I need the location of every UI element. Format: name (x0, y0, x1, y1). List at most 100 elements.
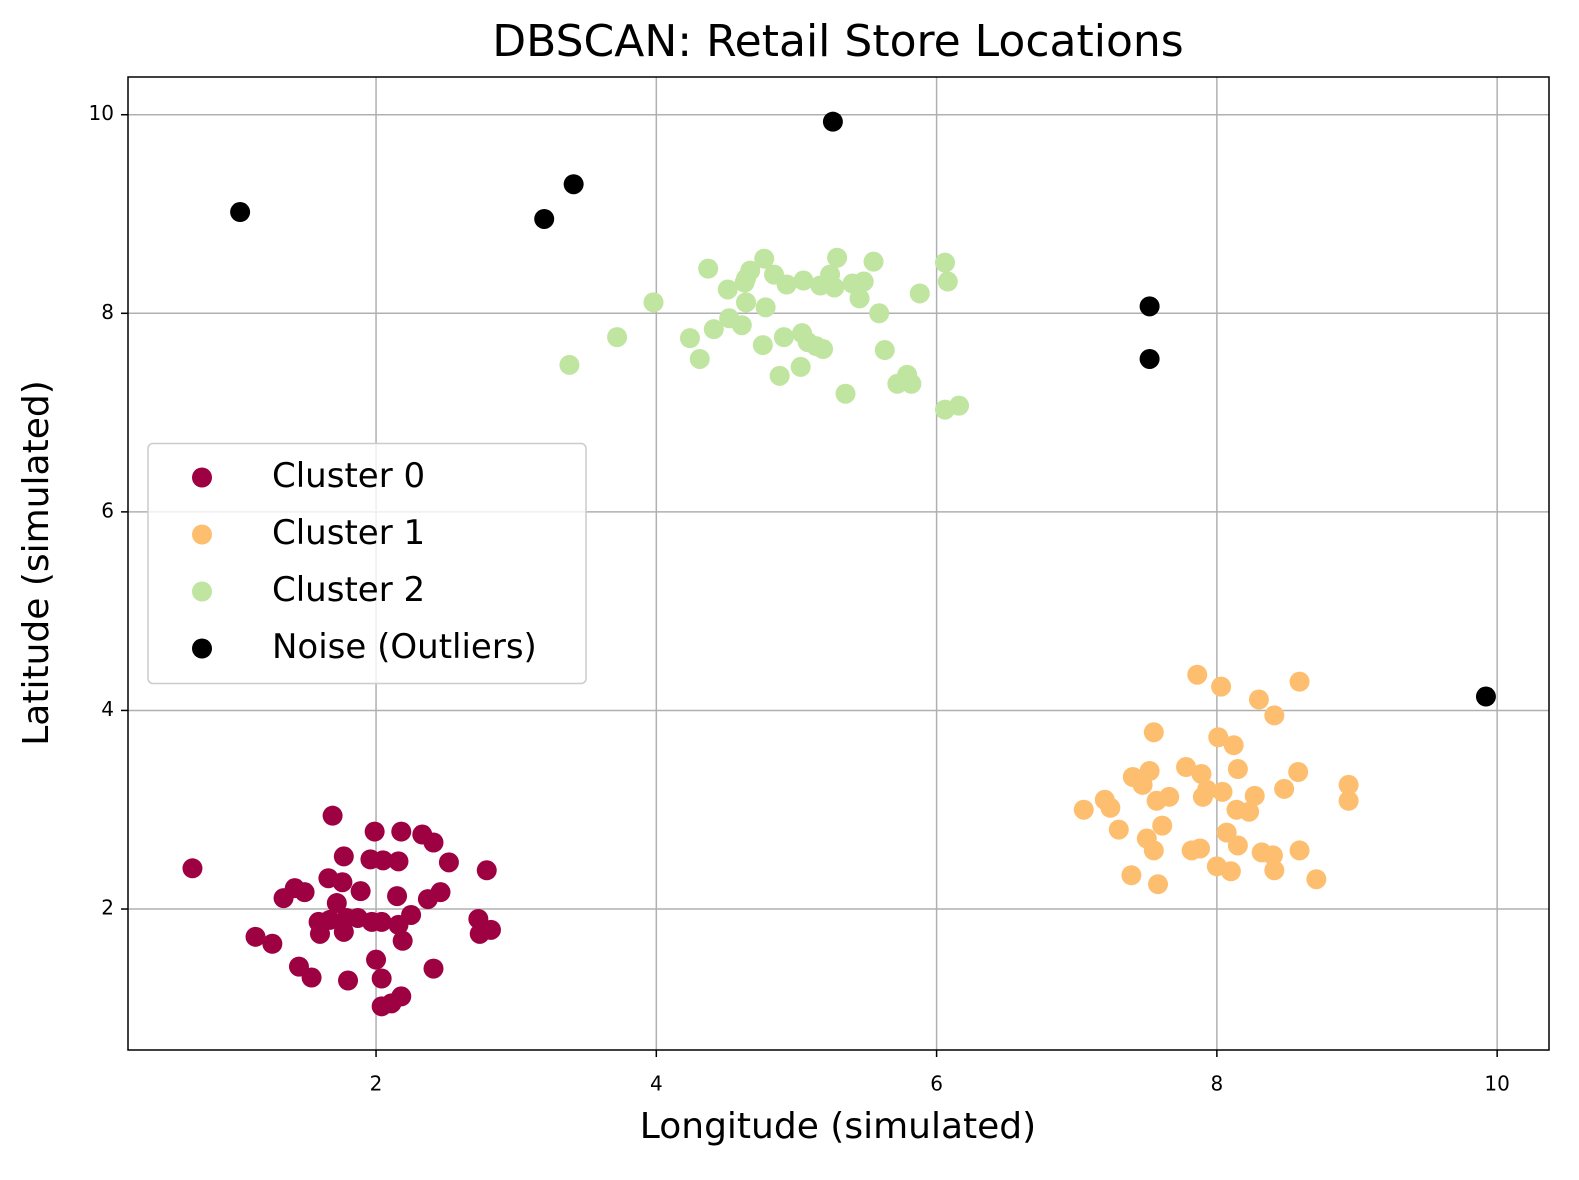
point (874, 340, 895, 361)
point (769, 365, 790, 386)
y-tick-label: 10 (89, 101, 114, 125)
point (1264, 860, 1285, 881)
point (698, 258, 719, 279)
point (387, 886, 408, 907)
point (863, 251, 884, 272)
point (1211, 676, 1232, 697)
point (1176, 757, 1197, 778)
point (827, 247, 848, 268)
point (1289, 840, 1310, 861)
point (417, 889, 438, 910)
point (1220, 861, 1241, 882)
point (793, 270, 814, 291)
point (1208, 727, 1229, 748)
point (731, 315, 752, 336)
point (1262, 845, 1283, 866)
point (1192, 786, 1213, 807)
point (1239, 801, 1260, 822)
point (350, 881, 371, 902)
point (703, 319, 724, 340)
y-axis-label: Latitude (simulated) (16, 380, 57, 746)
point (563, 174, 584, 195)
point (371, 996, 392, 1017)
point (935, 252, 956, 273)
point (230, 202, 251, 223)
point (887, 373, 908, 394)
point (689, 348, 710, 369)
point (392, 930, 413, 951)
chart-title: DBSCAN: Retail Store Locations (492, 16, 1183, 67)
point (835, 383, 856, 404)
point (332, 872, 353, 893)
point (736, 292, 757, 313)
legend-box (147, 442, 587, 685)
point (1227, 759, 1248, 780)
y-tick-label: 6 (101, 498, 114, 522)
x-tick-label: 8 (1211, 1072, 1224, 1096)
legend-label: Cluster 1 (272, 513, 425, 553)
point (822, 111, 843, 132)
point (717, 279, 738, 300)
point (1100, 797, 1121, 818)
point (824, 277, 845, 298)
point (309, 923, 330, 944)
point (1139, 348, 1160, 369)
point (438, 852, 459, 873)
legend-label: Cluster 0 (272, 456, 425, 496)
point (371, 968, 392, 989)
point (1338, 774, 1359, 795)
point (294, 882, 315, 903)
point (1223, 735, 1244, 756)
x-tick-label: 4 (650, 1072, 663, 1096)
point (1181, 840, 1202, 861)
point (273, 888, 294, 909)
point (754, 248, 775, 269)
x-tick-label: 2 (370, 1072, 383, 1096)
point (1143, 722, 1164, 743)
point (326, 893, 347, 914)
point (949, 395, 970, 416)
point (476, 860, 497, 881)
point (1139, 296, 1160, 317)
point (366, 949, 387, 970)
legend-label: Noise (Outliers) (272, 627, 537, 667)
point (338, 970, 359, 991)
point (245, 926, 266, 947)
point (480, 919, 501, 940)
point (1475, 686, 1496, 707)
point (388, 851, 409, 872)
point (1338, 790, 1359, 811)
point (423, 832, 444, 853)
point (1248, 689, 1269, 710)
point (301, 967, 322, 988)
point (1148, 874, 1169, 895)
x-tick-label: 6 (930, 1072, 943, 1096)
y-tick-label: 2 (101, 896, 114, 920)
point (1108, 819, 1129, 840)
point (643, 292, 664, 313)
point (1152, 815, 1173, 836)
point (773, 327, 794, 348)
point (1212, 781, 1233, 802)
point (262, 933, 283, 954)
x-axis-label: Longitude (simulated) (640, 1106, 1036, 1147)
point (755, 297, 776, 318)
point (1121, 865, 1142, 886)
point (813, 339, 834, 360)
point (319, 909, 340, 930)
point (607, 327, 628, 348)
point (869, 303, 890, 324)
point (1146, 790, 1167, 811)
point (679, 328, 700, 349)
point (901, 373, 922, 394)
y-tick-label: 4 (101, 697, 114, 721)
point (371, 911, 392, 932)
legend-marker (192, 638, 212, 659)
point (1187, 664, 1208, 685)
point (364, 821, 385, 842)
point (534, 208, 555, 229)
point (388, 914, 409, 935)
point (1288, 762, 1309, 782)
point (1274, 778, 1295, 799)
point (1132, 774, 1153, 795)
